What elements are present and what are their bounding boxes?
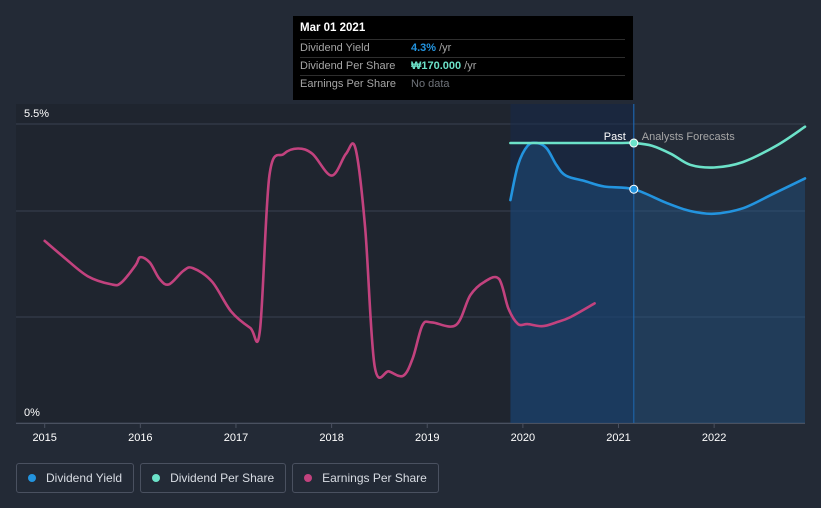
tooltip-value: 4.3% bbox=[411, 42, 437, 54]
y-tick-label: 0% bbox=[24, 407, 40, 419]
tooltip-date: Mar 01 2021 bbox=[300, 22, 366, 34]
dividend-yield-area bbox=[510, 142, 805, 423]
legend-label: Earnings Per Share bbox=[322, 471, 427, 485]
legend-label: Dividend Yield bbox=[46, 471, 123, 485]
tooltip-row-dividend-per-share: Dividend Per Share ₩170.000 /yr bbox=[300, 57, 625, 75]
earnings-per-share-line bbox=[43, 142, 596, 380]
tooltip-row-earnings-per-share: Earnings Per Share No data bbox=[300, 75, 625, 93]
legend-dot-icon bbox=[152, 474, 161, 482]
forecast-background bbox=[633, 104, 805, 423]
tooltip-row-dividend-yield: Dividend Yield 4.3% /yr bbox=[300, 39, 625, 57]
past-highlight-region bbox=[510, 104, 634, 423]
tooltip-label: Dividend Yield bbox=[300, 42, 370, 54]
highlight-point bbox=[629, 138, 639, 148]
x-tick-label: 2022 bbox=[702, 432, 726, 444]
tooltip-value: ₩170.000 bbox=[411, 60, 462, 72]
tooltip-label: Earnings Per Share bbox=[300, 78, 396, 90]
past-label: Past bbox=[604, 131, 626, 143]
y-tick-label: 5.5% bbox=[24, 108, 49, 120]
legend-item-dividend-yield[interactable]: Dividend Yield bbox=[16, 463, 135, 493]
chart-legend: Dividend Yield Dividend Per Share Earnin… bbox=[16, 463, 439, 493]
forecast-label: Analysts Forecasts bbox=[642, 131, 735, 143]
dividend-per-share-line bbox=[509, 125, 807, 169]
chart-tooltip: Mar 01 2021 Dividend Yield 4.3% /yr Divi… bbox=[293, 16, 633, 100]
legend-dot-icon bbox=[28, 474, 36, 482]
legend-label: Dividend Per Share bbox=[170, 471, 275, 485]
tooltip-value: No data bbox=[411, 78, 450, 90]
x-tick-label: 2018 bbox=[319, 432, 343, 444]
x-tick-label: 2015 bbox=[32, 432, 56, 444]
x-tick-label: 2019 bbox=[415, 432, 439, 444]
x-tick-label: 2021 bbox=[606, 432, 630, 444]
tooltip-unit: /yr bbox=[439, 42, 452, 54]
tooltip-label: Dividend Per Share bbox=[300, 60, 396, 72]
legend-item-dividend-per-share[interactable]: Dividend Per Share bbox=[140, 463, 287, 493]
tooltip-unit: /yr bbox=[464, 60, 477, 72]
x-tick-label: 2017 bbox=[224, 432, 248, 444]
highlight-point bbox=[629, 184, 639, 194]
legend-dot-icon bbox=[304, 474, 313, 482]
x-tick-label: 2016 bbox=[128, 432, 152, 444]
legend-item-earnings-per-share[interactable]: Earnings Per Share bbox=[292, 463, 439, 493]
x-tick-label: 2020 bbox=[511, 432, 535, 444]
